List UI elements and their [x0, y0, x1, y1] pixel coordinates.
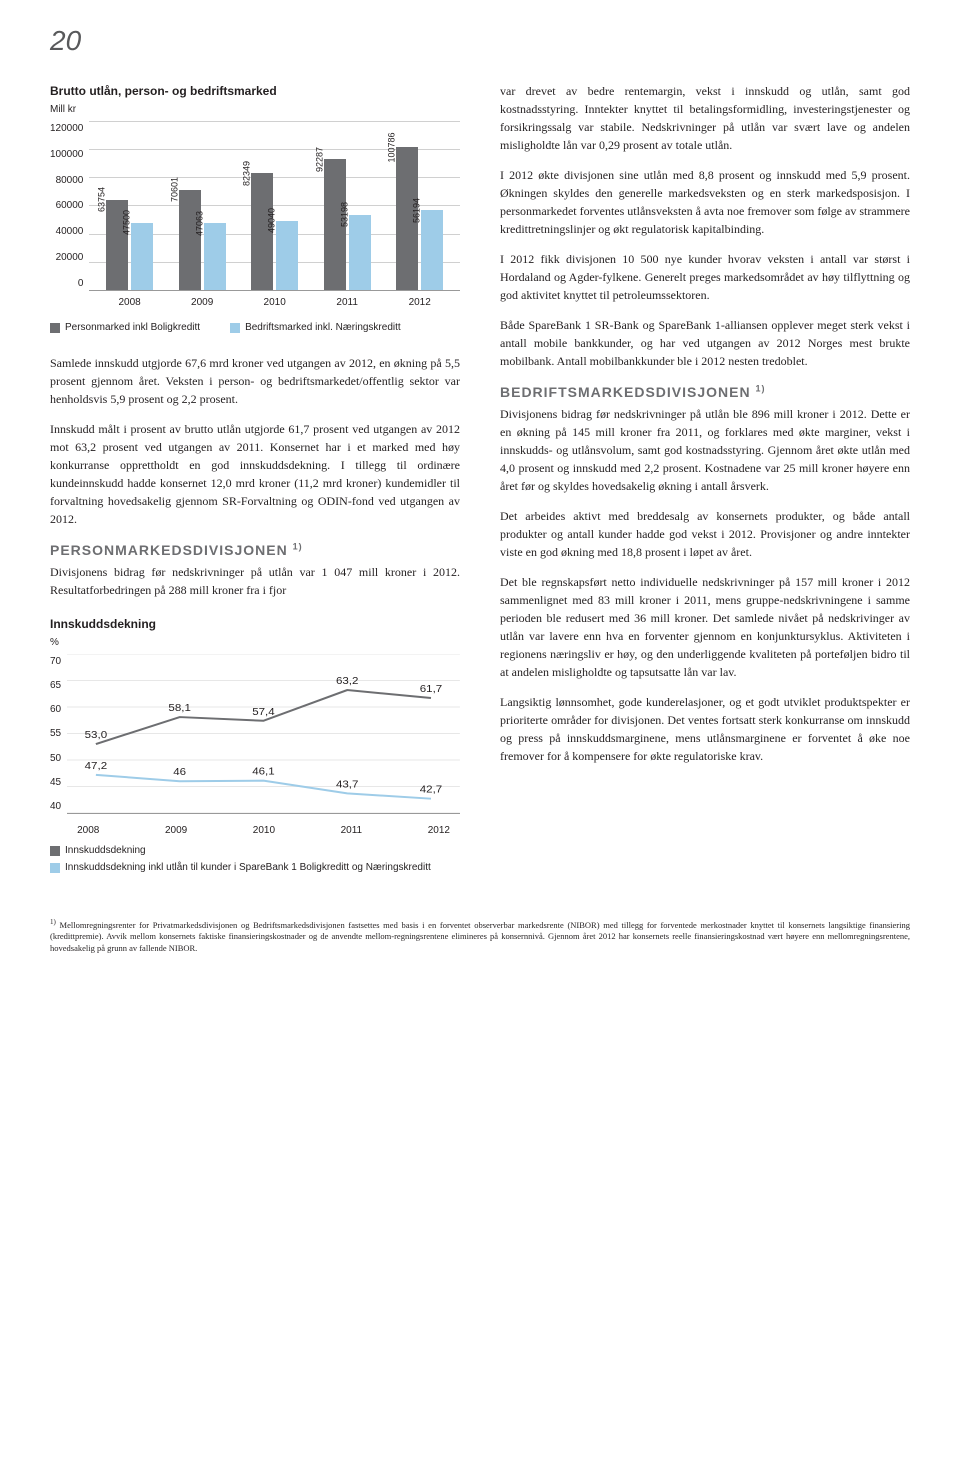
legend-swatch: [50, 863, 60, 873]
bar-value-label: 53198: [338, 202, 354, 227]
line-chart-unit: %: [50, 635, 460, 650]
ytick-label: 65: [50, 678, 61, 693]
body-text: Samlede innskudd utgjorde 67,6 mrd krone…: [50, 354, 460, 408]
bar-value-label: 56194: [411, 198, 427, 223]
ytick-label: 20000: [56, 250, 84, 265]
right-column: var drevet av bedre rentemargin, vekst i…: [500, 82, 910, 894]
section-heading: BEDRIFTSMARKEDSDIVISJONEN 1): [500, 382, 910, 403]
svg-text:42,7: 42,7: [420, 784, 442, 795]
bar-value-label: 100786: [386, 132, 402, 162]
legend-item: Bedriftsmarked inkl. Næringskreditt: [230, 321, 401, 334]
ytick-label: 40: [50, 799, 61, 814]
body-text: Innskudd målt i prosent av brutto utlån …: [50, 420, 460, 528]
body-text: I 2012 økte divisjonen sine utlån med 8,…: [500, 166, 910, 238]
bar-chart-legend: Personmarked inkl Boligkreditt Bedriftsma…: [50, 321, 460, 334]
xtick-label: 2012: [395, 295, 445, 310]
svg-text:58,1: 58,1: [169, 703, 191, 714]
page-number: 20: [50, 20, 910, 62]
ytick-label: 60000: [56, 198, 84, 213]
bar-chart-unit: Mill kr: [50, 102, 460, 117]
bar-value-label: 47063: [193, 211, 209, 236]
xtick-label: 2009: [165, 823, 187, 838]
legend-label: Innskuddsdekning inkl utlån til kunder i…: [65, 861, 431, 874]
ytick-label: 50: [50, 751, 61, 766]
bar-group: 6375447500: [106, 200, 153, 290]
svg-text:53,0: 53,0: [85, 730, 107, 741]
bar-group: 7060147063: [179, 190, 226, 290]
bar-value-label: 92287: [313, 147, 329, 172]
bar-value-label: 63754: [96, 187, 112, 212]
xtick-label: 2012: [428, 823, 450, 838]
xtick-label: 2008: [105, 295, 155, 310]
bar-group: 8234949040: [251, 173, 298, 290]
ytick-label: 45: [50, 775, 61, 790]
svg-text:63,2: 63,2: [336, 676, 358, 687]
bar: 49040: [276, 221, 298, 290]
svg-text:47,2: 47,2: [85, 761, 107, 772]
body-text: Divisjonens bidrag før nedskrivninger på…: [500, 405, 910, 495]
xtick-label: 2010: [250, 295, 300, 310]
legend-swatch: [50, 323, 60, 333]
bar-chart-yaxis: 120000 100000 80000 60000 40000 20000 0: [50, 121, 89, 291]
left-column: Brutto utlån, person- og bedriftsmarked …: [50, 82, 460, 894]
xtick-label: 2009: [177, 295, 227, 310]
ytick-label: 70: [50, 654, 61, 669]
ytick-label: 55: [50, 726, 61, 741]
legend-swatch: [230, 323, 240, 333]
bar: 47063: [204, 223, 226, 290]
ytick-label: 60: [50, 702, 61, 717]
ytick-label: 100000: [50, 147, 83, 162]
footnote: 1) Mellomregningsrenter for Privatmarked…: [50, 918, 910, 954]
legend-item: Innskuddsdekning: [50, 844, 460, 857]
ytick-label: 40000: [56, 224, 84, 239]
body-text: var drevet av bedre rentemargin, vekst i…: [500, 82, 910, 154]
line-chart-legend: Innskuddsdekning Innskuddsdekning inkl ut…: [50, 844, 460, 874]
ytick-label: 0: [78, 276, 84, 291]
line-chart-yaxis: 70 65 60 55 50 45 40: [50, 654, 67, 814]
bar: 56194: [421, 210, 443, 290]
legend-label: Bedriftsmarked inkl. Næringskreditt: [245, 321, 401, 334]
bar: 47500: [131, 223, 153, 290]
body-text: I 2012 fikk divisjonen 10 500 nye kunder…: [500, 250, 910, 304]
body-text: Det arbeides aktivt med breddesalg av ko…: [500, 507, 910, 561]
xtick-label: 2011: [341, 823, 363, 838]
svg-text:57,4: 57,4: [252, 707, 274, 718]
line-chart-plot: 53,0 58,1 57,4 63,2 61,7 47,2 46 46,1 43,7 42,7: [67, 654, 460, 814]
section-heading: PERSONMARKEDSDIVISJONEN 1): [50, 540, 460, 561]
ytick-label: 80000: [56, 173, 84, 188]
bar-group: 10078656194: [396, 147, 443, 290]
legend-item: Innskuddsdekning inkl utlån til kunder i…: [50, 861, 460, 874]
body-text: Det ble regnskapsført netto individuelle…: [500, 573, 910, 681]
bar-chart-xaxis: 2008 2009 2010 2011 2012: [89, 295, 460, 310]
svg-text:46: 46: [173, 767, 186, 778]
bar-value-label: 82349: [241, 161, 257, 186]
body-text: Både SpareBank 1 SR-Bank og SpareBank 1-…: [500, 316, 910, 370]
legend-label: Personmarked inkl Boligkreditt: [65, 321, 200, 334]
body-text: Langsiktig lønnsomhet, gode kunderelasjo…: [500, 693, 910, 765]
bar-value-label: 47500: [121, 210, 137, 235]
svg-text:43,7: 43,7: [336, 779, 358, 790]
bar-chart-title: Brutto utlån, person- og bedriftsmarked: [50, 82, 460, 100]
legend-label: Innskuddsdekning: [65, 844, 146, 857]
ytick-label: 120000: [50, 121, 83, 136]
bar-value-label: 70601: [168, 177, 184, 202]
line-chart: Innskuddsdekning % 70 65 60 55 50 45 40 53,0 58…: [50, 615, 460, 874]
bar-group: 9228753198: [324, 159, 371, 290]
body-text: Divisjonens bidrag før nedskrivninger på…: [50, 563, 460, 599]
bar-chart-plot: 6375447500706014706382349490409228753198…: [89, 121, 460, 291]
xtick-label: 2011: [322, 295, 372, 310]
svg-text:61,7: 61,7: [420, 684, 442, 695]
legend-swatch: [50, 846, 60, 856]
line-chart-title: Innskuddsdekning: [50, 615, 460, 633]
xtick-label: 2010: [253, 823, 275, 838]
svg-text:46,1: 46,1: [252, 766, 274, 777]
xtick-label: 2008: [77, 823, 99, 838]
bar-value-label: 49040: [266, 208, 282, 233]
bar-chart: Brutto utlån, person- og bedriftsmarked …: [50, 82, 460, 334]
bar: 70601: [179, 190, 201, 290]
bar: 53198: [349, 215, 371, 290]
legend-item: Personmarked inkl Boligkreditt: [50, 321, 200, 334]
line-chart-xaxis: 2008 2009 2010 2011 2012: [67, 823, 460, 838]
